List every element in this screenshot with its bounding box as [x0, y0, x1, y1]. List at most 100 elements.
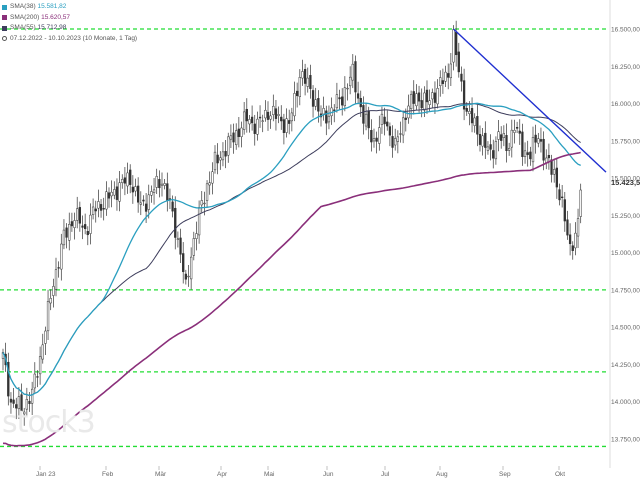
candle-body — [502, 133, 506, 139]
candle-body — [192, 238, 195, 256]
candle-body — [269, 115, 272, 120]
candle-body — [561, 196, 564, 198]
candle-body — [457, 51, 460, 73]
candle-body — [510, 129, 513, 148]
legend-period-range: 07.12.2022 - 10.10.2023 — [10, 34, 81, 42]
candle-body — [36, 376, 39, 378]
x-tick-label: Jan 23 — [36, 471, 56, 478]
candle-body — [386, 121, 389, 127]
candle-body — [372, 138, 376, 142]
candle-body — [17, 396, 21, 410]
candle-body — [518, 130, 521, 134]
candle-body — [378, 127, 381, 144]
candle-body — [356, 93, 360, 99]
x-tick-label: Apr — [217, 471, 228, 478]
candle-body — [455, 32, 458, 56]
candle-body — [129, 169, 132, 185]
candle-body — [256, 118, 259, 135]
candle-body — [505, 135, 508, 152]
candle-body — [306, 77, 309, 87]
candle-body — [486, 146, 490, 151]
candle-body — [160, 183, 164, 186]
legend-sma200-value: 15.620,57 — [41, 13, 70, 21]
x-tick-label: Mai — [264, 471, 274, 478]
candle-body — [102, 208, 105, 210]
candle-body — [224, 150, 227, 157]
candle-body — [123, 177, 127, 184]
candle-body — [550, 159, 553, 175]
legend-sma200[interactable]: SMA(200) 15.620,57 — [2, 13, 137, 24]
candle-body — [433, 92, 437, 103]
candle-body — [521, 131, 524, 157]
candle-body — [274, 108, 278, 119]
downtrend-line — [453, 28, 607, 173]
y-axis-tick-labels: 16.500,00 16.250,00 16.000,00 15.750,00 15.5… — [611, 27, 640, 444]
moving-average-lines — [2, 102, 581, 447]
candle-body — [139, 202, 142, 205]
candle-body — [579, 189, 582, 217]
candle-body — [473, 117, 476, 126]
legend-sma55[interactable]: SMA(55) 15.712,98 — [2, 23, 137, 34]
candle-body — [497, 131, 500, 140]
candle-body — [534, 134, 537, 143]
candle-body — [290, 112, 294, 122]
candle-body — [232, 132, 235, 143]
candle-body — [20, 394, 23, 412]
candle-body — [327, 115, 331, 123]
legend-sma55-swatch — [2, 25, 7, 31]
candle-body — [105, 191, 108, 210]
candle-body — [137, 185, 140, 203]
candle-body — [52, 286, 55, 296]
candle-body — [155, 176, 158, 188]
candle-body — [436, 88, 439, 105]
candle-body — [476, 116, 479, 135]
candle-body — [190, 256, 193, 280]
legend-sma55-value: 15.712,98 — [37, 24, 67, 31]
candle-body — [240, 127, 243, 138]
candle-body — [150, 191, 153, 196]
y-tick-label: 14.750,00 — [611, 287, 640, 294]
candle-body — [354, 61, 357, 93]
y-tick-label: 15.500,00 — [611, 176, 640, 183]
candle-body — [325, 110, 328, 124]
candle-body — [388, 126, 392, 136]
candle-body — [301, 71, 304, 79]
legend-sma200-swatch — [2, 15, 7, 21]
candle-body — [107, 192, 111, 199]
x-tick-label: Mär — [155, 471, 167, 478]
candle-body — [462, 80, 466, 110]
stock3-watermark: stock3 — [2, 405, 96, 440]
candle-body — [187, 275, 190, 278]
candle-body — [391, 136, 394, 148]
candle-body — [425, 89, 429, 103]
candle-body — [447, 73, 450, 78]
candle-body — [62, 229, 66, 246]
candle-body — [174, 207, 177, 238]
candle-body — [46, 300, 50, 332]
candle-body — [266, 111, 270, 120]
candle-body — [179, 237, 182, 255]
legend-sma38[interactable]: SMA(38) 15.581,82 — [2, 2, 137, 13]
candle-body — [78, 207, 81, 224]
chart-legend: SMA(38) 15.581,82 SMA(200) 15.620,57 SMA… — [2, 2, 137, 44]
candle-body — [158, 179, 161, 189]
candle-body — [526, 152, 529, 155]
candle-body — [317, 98, 320, 112]
candle-body — [484, 132, 487, 148]
x-tick-label: Jul — [381, 471, 390, 478]
candle-body — [57, 267, 60, 269]
candle-body — [235, 130, 238, 146]
candle-body — [428, 100, 431, 105]
candle-body — [97, 201, 100, 209]
candle-body — [250, 116, 254, 124]
legend-sma200-label: SMA(200) — [10, 13, 40, 21]
candle-body — [553, 169, 556, 175]
candle-body — [296, 90, 299, 97]
candle-body — [288, 120, 291, 124]
candle-body — [163, 183, 166, 186]
y-tick-label: 13.750,00 — [611, 437, 640, 444]
candle-body — [264, 109, 267, 119]
candle-body — [94, 208, 97, 212]
y-tick-label: 16.000,00 — [611, 101, 640, 108]
